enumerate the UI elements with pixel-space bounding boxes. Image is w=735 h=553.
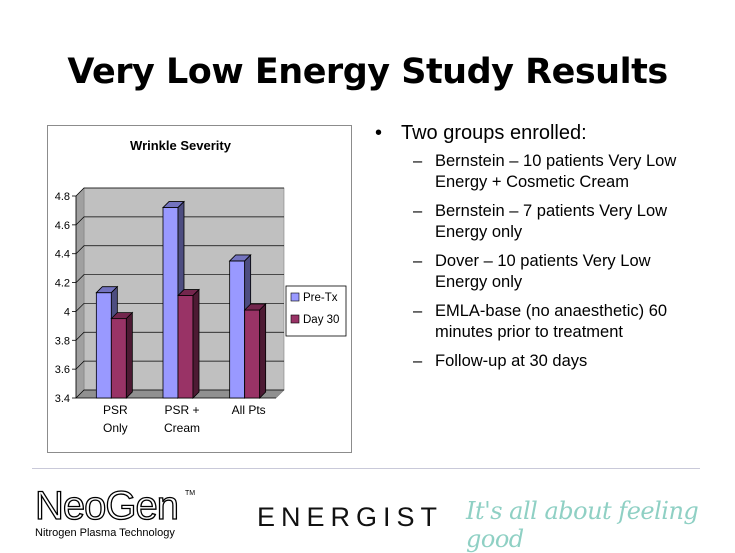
dash-icon: – bbox=[413, 152, 423, 170]
list-item-text: Bernstein – 10 patients Very Low Energy … bbox=[435, 152, 677, 191]
list-item-text: Bernstein – 7 patients Very Low Energy o… bbox=[435, 202, 668, 241]
gridline bbox=[75, 331, 284, 341]
x-tick-label: PSR bbox=[103, 403, 128, 417]
y-tick-label: 3.4 bbox=[55, 393, 70, 405]
list-item: – Dover – 10 patients Very Low Energy on… bbox=[413, 251, 720, 293]
y-tick-label: 4.4 bbox=[55, 249, 70, 261]
y-tick-label: 4.8 bbox=[55, 191, 70, 203]
list-item: – EMLA-base (no anaesthetic) 60 minutes … bbox=[413, 301, 720, 343]
gridline bbox=[75, 274, 284, 283]
chart-frame: Wrinkle Severity 3.4 3.6 3.8 4 4.2 4.4 4.6 4.8 P… bbox=[47, 125, 352, 453]
y-tick-label: 4.2 bbox=[55, 278, 70, 290]
list-item-text: Dover – 10 patients Very Low Energy only bbox=[435, 252, 651, 291]
footer-divider bbox=[32, 468, 700, 469]
gridline bbox=[75, 360, 284, 370]
chart-title: Wrinkle Severity bbox=[130, 138, 231, 153]
gridline bbox=[75, 389, 284, 399]
neogen-tagline: Nitrogen Plasma Technology bbox=[35, 527, 175, 539]
energist-slogan: It's all about feeling good bbox=[466, 497, 699, 553]
bar-side-face bbox=[192, 288, 200, 399]
x-tick-label: All Pts bbox=[232, 403, 266, 417]
sub-list: – Bernstein – 10 patients Very Low Energ… bbox=[413, 151, 720, 372]
dash-icon: – bbox=[413, 302, 423, 320]
legend-swatch bbox=[290, 314, 300, 324]
bar-side-face bbox=[259, 303, 267, 399]
bullet-head-text: Two groups enrolled: bbox=[401, 122, 587, 144]
bar-pre-tx bbox=[229, 260, 246, 399]
plot-side-wall bbox=[75, 187, 85, 399]
dash-icon: – bbox=[413, 252, 423, 270]
legend-swatch bbox=[290, 292, 300, 302]
y-tick-label: 3.8 bbox=[55, 335, 70, 347]
y-tick-label: 4.6 bbox=[55, 220, 70, 232]
bullet-head: • Two groups enrolled: bbox=[375, 122, 720, 145]
bar-pre-tx bbox=[162, 207, 179, 399]
dash-icon: – bbox=[413, 202, 423, 220]
wrinkle-severity-chart: 3.4 3.6 3.8 4 4.2 4.4 4.6 4.8 PSR Only PSR + Cream A… bbox=[55, 187, 347, 435]
y-tick-label: 4 bbox=[64, 306, 70, 318]
y-tick-label: 3.6 bbox=[55, 364, 70, 376]
bullet-dot-icon: • bbox=[375, 122, 383, 144]
list-item: – Follow-up at 30 days bbox=[413, 351, 720, 372]
gridline bbox=[75, 187, 284, 197]
neogen-wordmark: NeoGen bbox=[34, 484, 179, 528]
slide-title: Very Low Energy Study Results bbox=[67, 52, 668, 92]
bar-day-30 bbox=[177, 295, 194, 399]
trademark-mark: TM bbox=[185, 490, 196, 497]
list-item: – Bernstein – 7 patients Very Low Energy… bbox=[413, 201, 720, 243]
bar-day-30 bbox=[244, 309, 261, 399]
list-item-text: Follow-up at 30 days bbox=[435, 352, 588, 370]
neogen-logo: NeoGen TM Nitrogen Plasma Technology bbox=[34, 484, 195, 539]
list-item: – Bernstein – 10 patients Very Low Energ… bbox=[413, 151, 720, 193]
x-tick-label: PSR + bbox=[164, 403, 199, 417]
bar-day-30 bbox=[110, 318, 127, 399]
gridline bbox=[75, 303, 284, 312]
gridline bbox=[75, 216, 284, 226]
bar-side-face bbox=[125, 311, 133, 399]
gridline bbox=[75, 245, 284, 254]
x-tick-label: Cream bbox=[164, 421, 200, 435]
legend-label: Day 30 bbox=[303, 314, 339, 326]
bar-pre-tx bbox=[95, 292, 112, 399]
x-tick-label: Only bbox=[103, 421, 128, 435]
list-item-text: EMLA-base (no anaesthetic) 60 minutes pr… bbox=[435, 302, 668, 341]
dash-icon: – bbox=[413, 352, 423, 370]
energist-logo: ENERGIST bbox=[257, 502, 444, 532]
legend-label: Pre-Tx bbox=[303, 292, 338, 304]
bullet-list: • Two groups enrolled: – Bernstein – 10 … bbox=[375, 122, 720, 380]
